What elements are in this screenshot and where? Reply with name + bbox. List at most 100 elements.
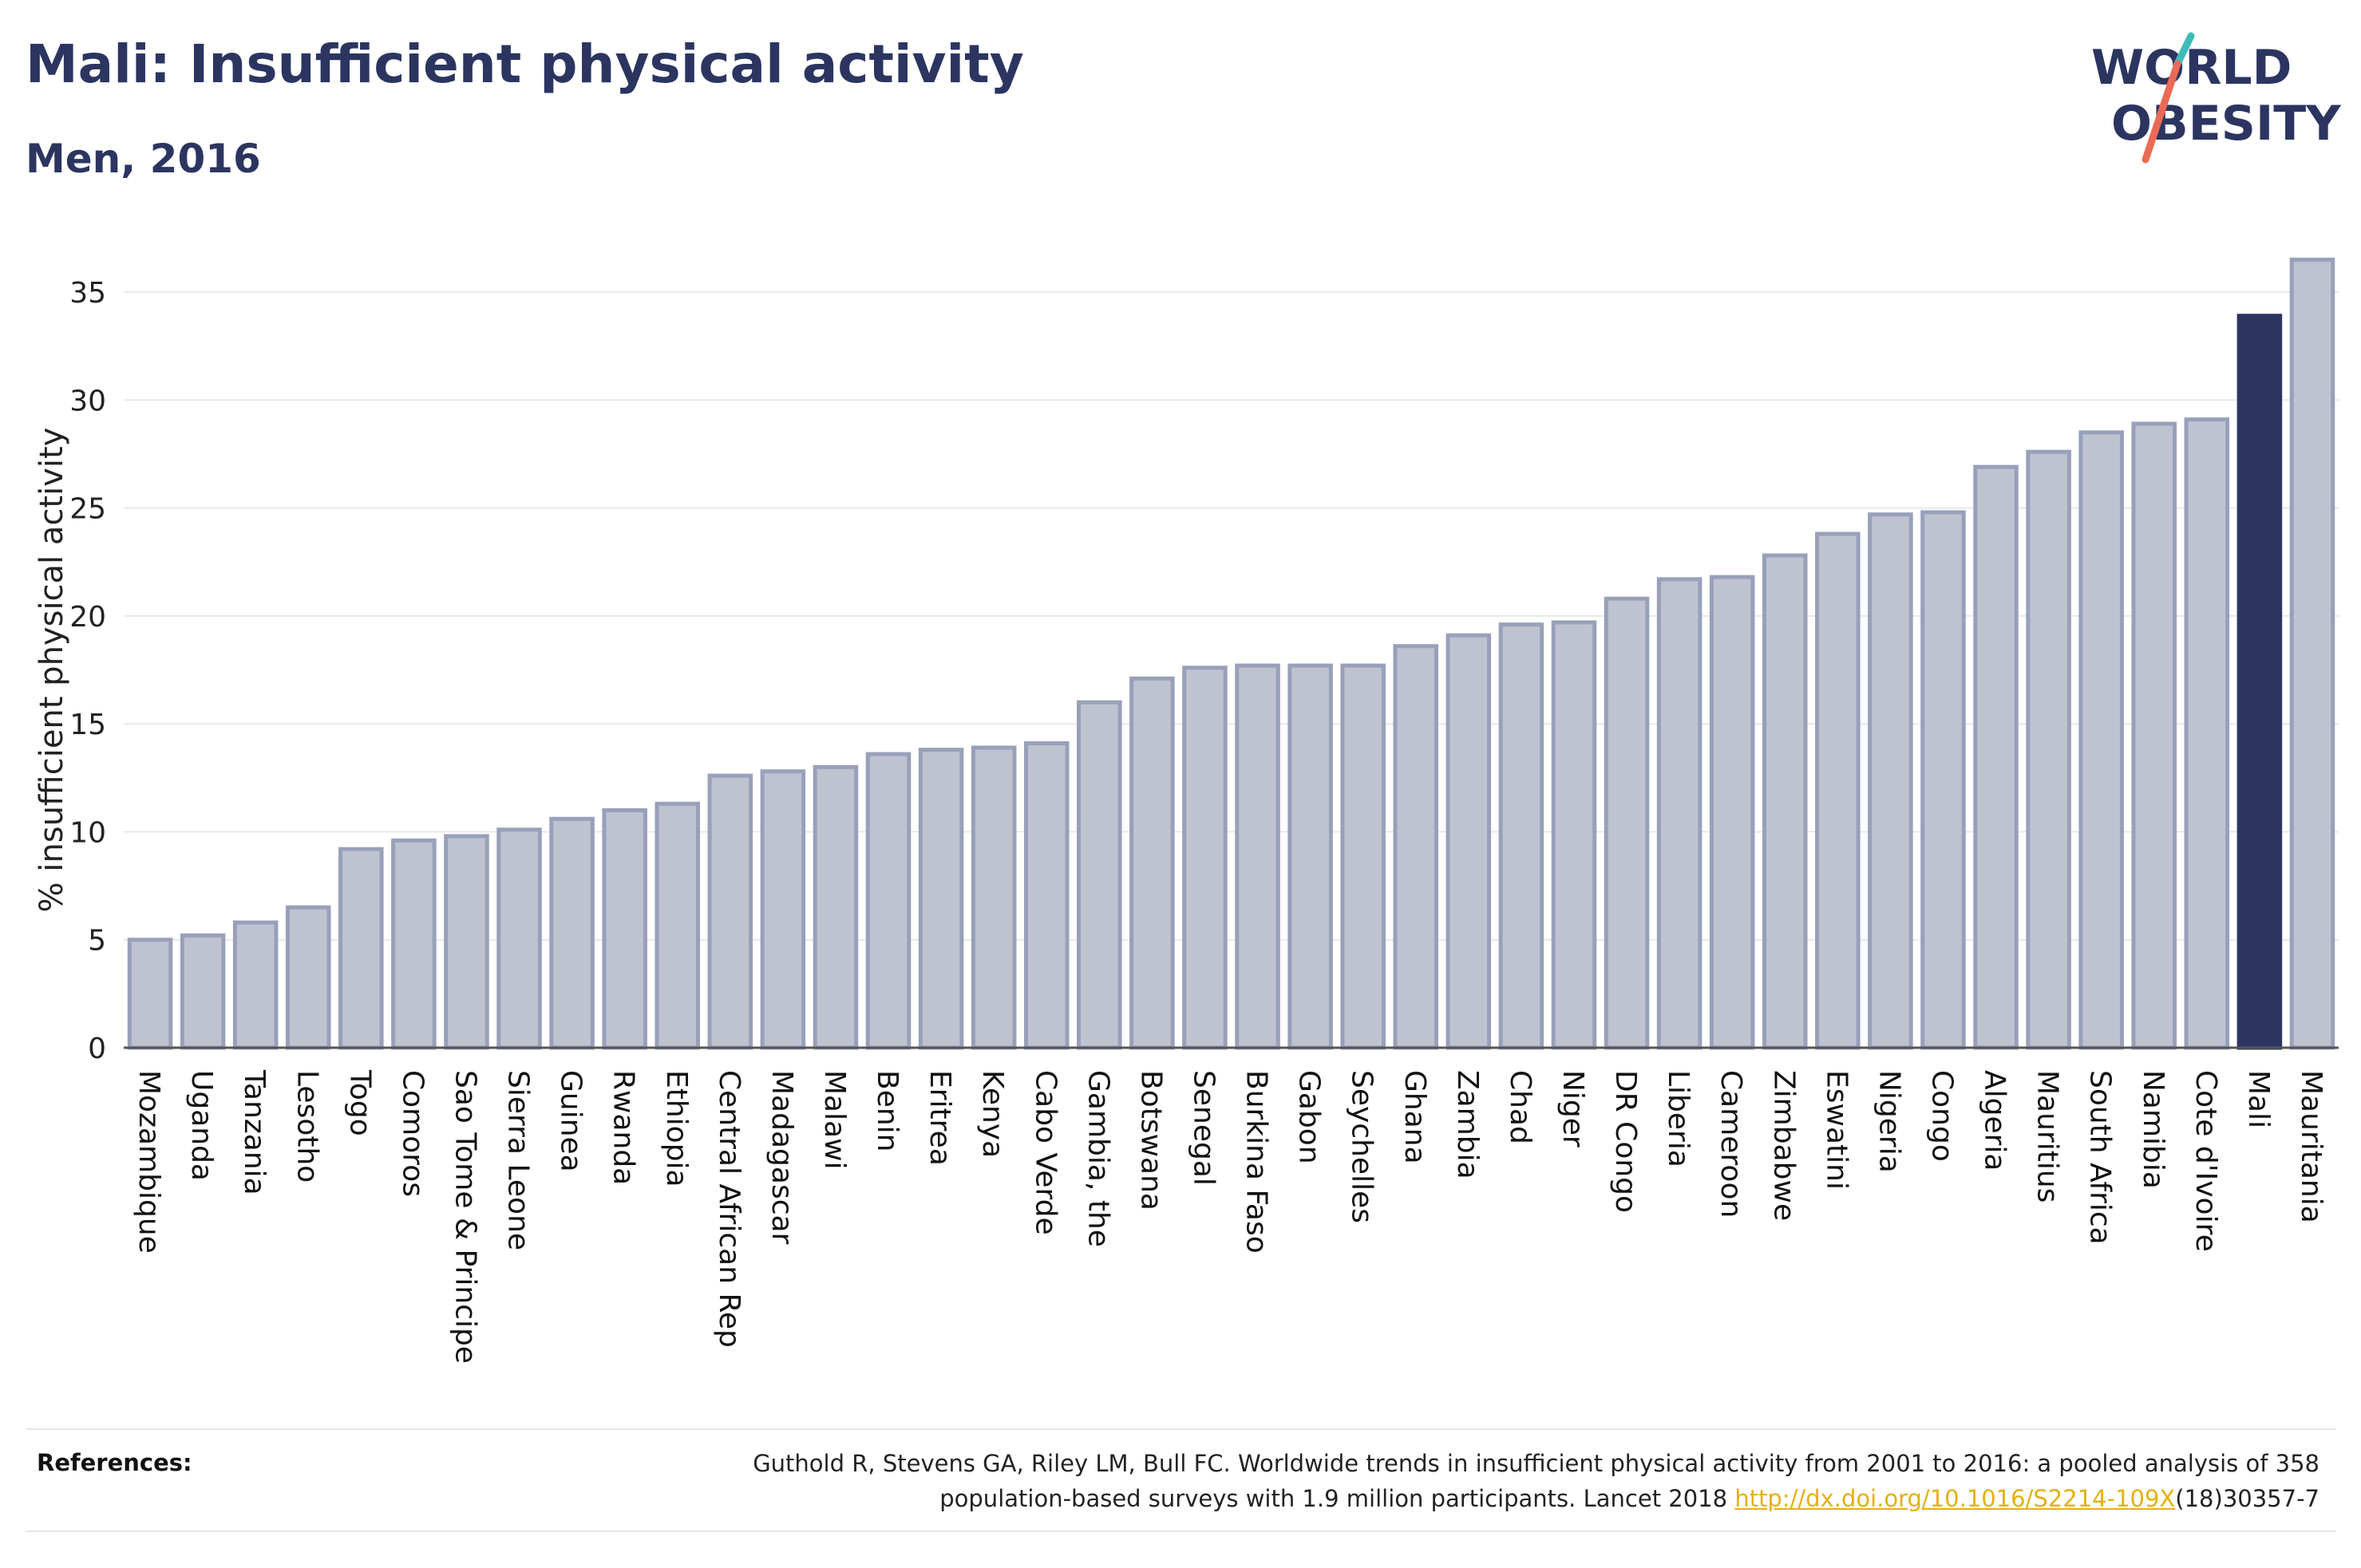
logo-slash-teal [2173,32,2195,68]
logo-slash-coral [2142,60,2181,164]
x-tick-label: Cabo Verde [1029,1070,1062,1235]
bar [127,938,173,1050]
x-tick-label: Ghana [1398,1070,1431,1164]
bar [1182,666,1228,1050]
x-tick-label: Togo [343,1069,376,1136]
bar [1287,663,1333,1050]
bar [918,748,964,1050]
bar [1393,644,1439,1050]
chart-subtitle: Men, 2016 [26,136,261,182]
x-tick-label: DR Congo [1609,1070,1642,1213]
x-tick-label: Mauritius [2031,1070,2064,1203]
x-tick-label: Mali [2242,1070,2275,1128]
bar [180,933,226,1050]
x-tick-label: Burkina Faso [1240,1070,1273,1254]
bar [338,847,384,1050]
bar [2026,449,2071,1050]
x-tick-label: Rwanda [607,1070,640,1185]
bar [232,920,279,1050]
bar [1868,512,1913,1050]
x-tick-label: Sierra Leone [502,1070,535,1250]
bar [2078,430,2124,1050]
x-tick-label: Algeria [1979,1070,2011,1171]
x-tick-label: Sao Tome & Principe [449,1070,481,1364]
bar [1604,596,1650,1050]
bar [971,745,1017,1050]
doi-link[interactable]: http://dx.doi.org/10.1016/S2214-109X [1734,1485,2176,1512]
bar [1129,676,1175,1050]
x-tick-label: Cote d'Ivoire [2189,1070,2222,1252]
bar [1340,663,1386,1050]
x-tick-label: Mozambique [132,1070,165,1254]
y-tick-label: 15 [69,709,106,741]
x-tick-label: Zimbabwe [1767,1070,1800,1221]
y-tick-label: 10 [69,816,106,849]
bar [1973,464,2019,1050]
reference-line-1: Guthold R, Stevens GA, Riley LM, Bull FC… [753,1450,2319,1477]
bar [1920,510,1966,1050]
bar [496,827,542,1050]
x-tick-label: Benin [871,1070,904,1151]
x-tick-label: Senegal [1187,1070,1220,1186]
x-tick-label: Liberia [1662,1070,1695,1167]
x-tick-label: Uganda [185,1070,218,1181]
bar [1077,700,1122,1050]
bar [1551,620,1597,1050]
x-tick-label: Congo [1925,1070,1958,1162]
y-tick-label: 30 [69,385,106,417]
x-tick-label: Eswatini [1820,1070,1853,1190]
x-tick-label: South Africa [2084,1070,2117,1245]
bar [391,838,437,1050]
bar-highlight [2236,314,2283,1050]
bar [285,905,331,1050]
bar [1656,577,1703,1050]
reference-line-2: population-based surveys with 1.9 millio… [939,1485,1735,1512]
bar [1815,531,1861,1050]
y-tick-label: 0 [88,1033,106,1065]
x-tick-label: Namibia [2137,1070,2169,1189]
x-tick-label: Kenya [976,1070,1009,1158]
references-section: References: Guthold R, Stevens GA, Riley… [26,1428,2335,1532]
bar [1709,575,1755,1050]
x-tick-label: Zambia [1451,1070,1484,1179]
bar [707,773,753,1050]
x-tick-label: Mauritania [2295,1070,2327,1223]
bar [655,801,701,1050]
bar [760,769,806,1050]
bar [2131,421,2177,1050]
bar [1762,553,1808,1050]
x-tick-label: Cameroon [1714,1070,1747,1218]
references-text: Guthold R, Stevens GA, Riley LM, Bull FC… [603,1446,2319,1516]
world-obesity-logo: WORLD OBESITY [2091,32,2342,164]
x-tick-label: Malawi [818,1070,851,1170]
x-tick-label: Gabon [1293,1070,1326,1164]
y-axis-label: % insufficient physical activity [34,428,70,913]
chart-title: Mali: Insufficient physical activity [26,34,1024,95]
x-tick-label: Lesotho [291,1070,323,1183]
x-tick-label: Chad [1504,1070,1536,1144]
x-tick-label: Central African Rep [713,1070,745,1348]
x-tick-label: Tanzania [238,1069,271,1195]
reference-line-2-suffix: (18)30357-7 [2175,1485,2319,1512]
x-tick-label: Guinea [555,1070,587,1172]
x-tick-label: Nigeria [1873,1070,1905,1173]
y-tick-label: 35 [69,277,106,310]
bar [2289,257,2335,1050]
references-label: References: [37,1449,192,1476]
bar [602,808,647,1050]
bar [549,816,595,1050]
bar [865,752,912,1050]
bar [813,764,859,1050]
bar [1498,622,1544,1050]
bar [444,834,489,1050]
x-tick-label: Eritrea [923,1070,956,1166]
x-tick-label: Madagascar [765,1070,798,1245]
bar [1445,633,1492,1050]
x-tick-label: Ethiopia [660,1070,693,1187]
bar-chart: 0 5 10 15 20 25 30 35 % insufficient physical ac… [34,257,2339,1364]
y-tick-label: 25 [69,493,106,526]
logo-line-1: WORLD [2091,40,2292,96]
bar [1235,663,1280,1050]
bar [1023,741,1070,1050]
x-tick-label: Botswana [1134,1070,1167,1211]
